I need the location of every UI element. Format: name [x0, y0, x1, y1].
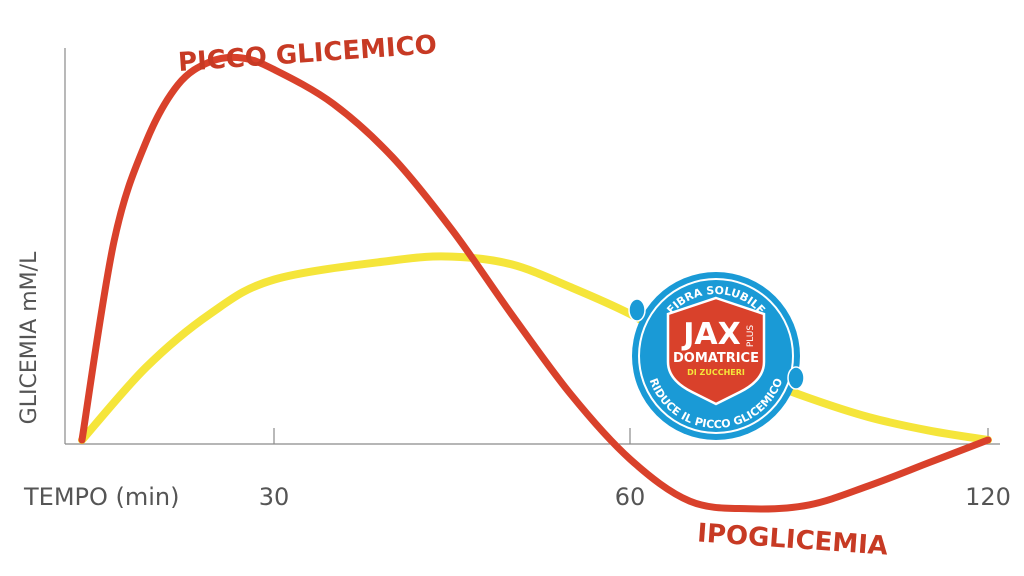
y-axis-label: GLICEMIA mM/L: [17, 251, 42, 424]
badge-brand-suffix: PLUS: [746, 325, 756, 348]
x-tick-label: 30: [259, 483, 290, 511]
peak-annotation: PICCO GLICEMICO: [177, 30, 438, 78]
badge-brand: JAX: [681, 317, 741, 352]
hypo-annotation: IPOGLICEMIA: [696, 518, 889, 561]
jax-plus-badge: FIBRA SOLUBILE RIDUCE IL PICCO GLICEMICO…: [628, 272, 805, 440]
badge-shield: [666, 296, 766, 406]
x-tick-label: 120: [965, 483, 1011, 511]
series-line-yellow: [78, 252, 992, 444]
badge-tab-right: [787, 366, 805, 390]
badge-line2: DI ZUCCHERI: [687, 368, 745, 377]
series-line-red: [78, 53, 992, 513]
x-tick-label: 60: [615, 483, 646, 511]
badge-inner-ring: [638, 278, 794, 434]
x-ticks: 30 60 120: [259, 428, 1011, 511]
x-axis-label: TEMPO (min): [23, 483, 180, 511]
badge-tab-left: [628, 298, 646, 322]
badge-line1: DOMATRICE: [673, 351, 759, 366]
